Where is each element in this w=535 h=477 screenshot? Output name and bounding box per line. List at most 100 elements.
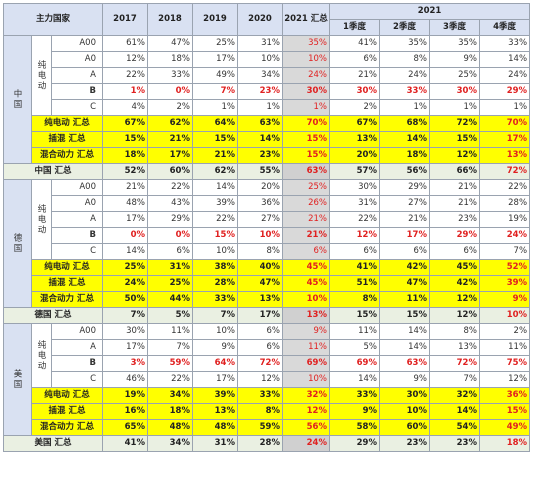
subtotal-value-cell: 15% (429, 131, 480, 148)
country-total-value-cell: 13% (282, 307, 330, 324)
subtotal-value-cell: 32% (282, 387, 330, 404)
country-total-value-cell: 7% (102, 307, 148, 324)
value-cell: 11% (329, 323, 380, 340)
value-cell: 25% (429, 67, 480, 84)
subtotal-value-cell: 45% (429, 259, 480, 276)
value-cell: 17% (379, 227, 430, 244)
value-cell: 27% (237, 211, 283, 228)
subtotal-value-cell: 12% (282, 403, 330, 420)
value-cell: 7% (192, 83, 238, 100)
value-cell: 35% (379, 35, 430, 52)
subtotal-row: 混合动力 汇总 18% 17% 21% 23% 15% 20% 18% 12% 13% (4, 147, 531, 164)
country-total-value-cell: 5% (147, 307, 193, 324)
country-total-row: 德国 汇总 7% 5% 7% 17% 13% 15% 15% 12% 10% (3, 307, 531, 324)
country-total-value-cell: 23% (429, 435, 480, 452)
subtotal-value-cell: 17% (478, 131, 531, 148)
subtotal-value-cell: 12% (429, 147, 480, 164)
subtotal-value-cell: 24% (102, 275, 148, 292)
value-cell: 6% (379, 243, 430, 260)
value-cell: 22% (102, 67, 148, 84)
subtotal-value-cell: 18% (147, 403, 193, 420)
subtotal-value-cell: 70% (478, 115, 531, 132)
subtotal-value-cell: 28% (192, 275, 238, 292)
value-cell: 12% (478, 371, 531, 388)
value-cell: 39% (192, 195, 238, 212)
subtotal-value-cell: 25% (147, 275, 193, 292)
subtotal-label: 混合动力 汇总 (31, 147, 103, 164)
value-cell: 13% (429, 339, 480, 356)
value-cell: 33% (379, 83, 430, 100)
value-cell: 33% (147, 67, 193, 84)
value-cell: 17% (102, 211, 148, 228)
segment-row: A 22% 33% 49% 34% 24% 21% 24% 25% 24% (4, 67, 531, 84)
value-cell: 30% (102, 323, 148, 340)
segment-label: A00 (51, 35, 103, 52)
subtotal-label: 纯电动 汇总 (31, 387, 103, 404)
subtotal-value-cell: 10% (379, 403, 430, 420)
value-cell: 11% (282, 339, 330, 356)
segment-label: A0 (51, 51, 103, 68)
share-table: 主力国家 2017 2018 2019 2020 2021 汇总 2021 1季… (3, 3, 531, 452)
subtotal-value-cell: 32% (429, 387, 480, 404)
country-total-value-cell: 10% (478, 307, 531, 324)
country-total-value-cell: 72% (478, 163, 531, 180)
subtotal-value-cell: 40% (237, 259, 283, 276)
country-total-value-cell: 57% (329, 163, 380, 180)
value-cell: 1% (429, 99, 480, 116)
value-cell: 64% (192, 355, 238, 372)
subtotal-value-cell: 17% (147, 147, 193, 164)
value-cell: 6% (329, 243, 380, 260)
subtotal-value-cell: 56% (282, 419, 330, 436)
value-cell: 21% (379, 211, 430, 228)
header-year-2018: 2018 (147, 3, 193, 36)
value-cell: 23% (237, 83, 283, 100)
country-total-value-cell: 56% (379, 163, 430, 180)
subtotal-row: 混合动力 汇总 65% 48% 48% 59% 56% 58% 60% 54% 49% (4, 419, 531, 436)
segment-label: B (51, 83, 103, 100)
header-q1: 1季度 (329, 19, 380, 36)
value-cell: 18% (147, 51, 193, 68)
subtotal-value-cell: 59% (237, 419, 283, 436)
subtotal-value-cell: 14% (429, 403, 480, 420)
header-year-2017: 2017 (102, 3, 148, 36)
value-cell: 72% (429, 355, 480, 372)
subtotal-value-cell: 23% (237, 147, 283, 164)
subtotal-value-cell: 13% (478, 147, 531, 164)
value-cell: 20% (237, 179, 283, 196)
subtotal-row: 纯电动 汇总 19% 34% 39% 33% 32% 33% 30% 32% 36% (4, 387, 531, 404)
value-cell: 12% (102, 51, 148, 68)
subtotal-value-cell: 62% (147, 115, 193, 132)
subtotal-value-cell: 70% (282, 115, 330, 132)
subtotal-value-cell: 49% (478, 419, 531, 436)
value-cell: 30% (329, 179, 380, 196)
country-total-value-cell: 41% (102, 435, 148, 452)
value-cell: 24% (478, 67, 531, 84)
value-cell: 41% (329, 35, 380, 52)
country-total-value-cell: 17% (237, 307, 283, 324)
value-cell: 33% (478, 35, 531, 52)
segment-row: 德国 纯电动 A00 21% 22% 14% 20% 25% 30% 29% 21% 22% (3, 179, 531, 308)
value-cell: 17% (192, 371, 238, 388)
country-total-value-cell: 66% (429, 163, 480, 180)
country-label: 德国 (3, 179, 32, 308)
value-cell: 0% (147, 227, 193, 244)
value-cell: 14% (379, 339, 430, 356)
value-cell: 6% (237, 339, 283, 356)
value-cell: 17% (102, 339, 148, 356)
country-total-label: 美国 汇总 (3, 435, 103, 452)
value-cell: 6% (282, 243, 330, 260)
country-total-label: 中国 汇总 (3, 163, 103, 180)
subtotal-value-cell: 67% (102, 115, 148, 132)
segment-row: A 17% 7% 9% 6% 11% 5% 14% 13% 11% (4, 339, 531, 356)
segment-row: B 0% 0% 15% 10% 21% 12% 17% 29% 24% (4, 227, 531, 244)
value-cell: 12% (329, 227, 380, 244)
segment-row: A0 48% 43% 39% 36% 26% 31% 27% 21% 28% (4, 195, 531, 212)
segment-label: C (51, 99, 103, 116)
subtotal-value-cell: 8% (329, 291, 380, 308)
segment-row: C 14% 6% 10% 8% 6% 6% 6% 6% 7% (4, 243, 531, 260)
subtotal-label: 插混 汇总 (31, 403, 103, 420)
value-cell: 21% (429, 195, 480, 212)
header-2021-group: 2021 (328, 3, 531, 20)
value-cell: 29% (429, 227, 480, 244)
subtotal-value-cell: 42% (429, 275, 480, 292)
